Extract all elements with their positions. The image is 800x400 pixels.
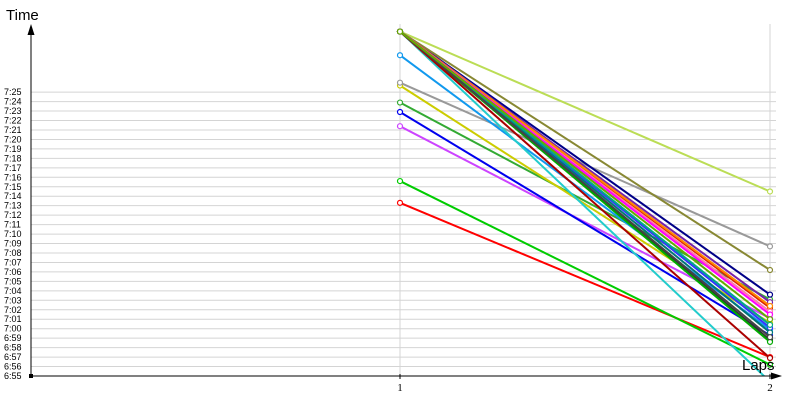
series-point-23-2 — [766, 354, 774, 362]
origin-marker — [29, 374, 33, 378]
axes — [27, 24, 782, 380]
series-point-3-1 — [396, 123, 404, 130]
y-axis-arrow — [27, 24, 35, 35]
series-point-7-1 — [396, 79, 404, 86]
y-tick-label: 7:16 — [4, 172, 22, 182]
y-tick-label: 7:12 — [4, 210, 22, 220]
series-point-2-2 — [766, 361, 774, 368]
series-point-22-2 — [766, 321, 774, 329]
series-lines — [396, 28, 774, 376]
series-point-10-2 — [766, 188, 774, 195]
y-tick-label: 6:59 — [4, 333, 22, 343]
y-tick-label: 7:25 — [4, 87, 22, 97]
series-line-24 — [399, 30, 771, 338]
y-tick-label: 7:18 — [4, 153, 22, 163]
series-line-18 — [399, 30, 771, 307]
series-point-11-2 — [766, 266, 774, 274]
y-tick-label: 7:20 — [4, 134, 22, 144]
series-point-1-1 — [396, 199, 404, 206]
series-point-25-2 — [766, 316, 774, 323]
y-tick-label: 7:01 — [4, 314, 22, 324]
tick-labels: 7:257:247:237:227:217:207:197:187:177:16… — [4, 87, 773, 394]
y-tick-label: 7:03 — [4, 295, 22, 305]
series-line-8 — [399, 54, 771, 331]
y-tick-label: 7:02 — [4, 305, 22, 315]
y-tick-label: 7:00 — [4, 324, 22, 334]
y-tick-label: 7:08 — [4, 248, 22, 258]
y-tick-label: 7:21 — [4, 125, 22, 135]
series-point-25-1 — [396, 28, 404, 35]
y-tick-label: 7:07 — [4, 257, 22, 267]
series-point-9-2 — [766, 291, 774, 298]
y-tick-label: 7:19 — [4, 144, 22, 154]
series-line-11 — [399, 30, 771, 271]
series-point-4-1 — [396, 108, 404, 116]
y-tick-label: 7:17 — [4, 163, 22, 173]
x-tick-label: 1 — [397, 382, 403, 394]
y-tick-label: 7:13 — [4, 201, 22, 211]
y-tick-label: 6:57 — [4, 352, 22, 362]
y-tick-label: 6:58 — [4, 343, 22, 353]
series-point-18-2 — [766, 302, 774, 310]
y-tick-label: 7:22 — [4, 116, 22, 126]
y-tick-label: 7:06 — [4, 267, 22, 277]
x-axis-title: Laps — [742, 357, 775, 374]
y-tick-label: 7:10 — [4, 229, 22, 239]
y-tick-label: 7:09 — [4, 239, 22, 249]
series-point-5-1 — [396, 99, 404, 106]
y-axis-title: Time — [6, 7, 39, 24]
y-tick-label: 6:56 — [4, 362, 22, 372]
y-tick-label: 7:11 — [4, 220, 21, 230]
y-tick-label: 7:23 — [4, 106, 22, 116]
series-line-12 — [399, 30, 766, 376]
y-tick-label: 7:14 — [4, 191, 22, 201]
series-line-4 — [399, 111, 771, 337]
x-axis-arrow — [771, 372, 782, 380]
series-line-23 — [399, 30, 771, 359]
series-line-1 — [399, 201, 771, 358]
series-point-8-1 — [396, 52, 404, 59]
y-tick-label: 7:15 — [4, 182, 22, 192]
series-point-24-2 — [766, 334, 774, 341]
y-tick-label: 7:04 — [4, 286, 22, 296]
y-tick-label: 6:55 — [4, 371, 22, 381]
series-line-25 — [399, 30, 771, 321]
x-tick-label: 2 — [767, 382, 773, 394]
series-line-2 — [399, 180, 771, 366]
series-line-7 — [399, 81, 771, 248]
series-point-2-1 — [396, 177, 404, 185]
y-tick-label: 7:05 — [4, 276, 22, 286]
series-line-10 — [399, 30, 771, 193]
y-tick-label: 7:24 — [4, 97, 22, 107]
series-point-7-2 — [766, 243, 774, 250]
series-line-9 — [399, 30, 771, 296]
